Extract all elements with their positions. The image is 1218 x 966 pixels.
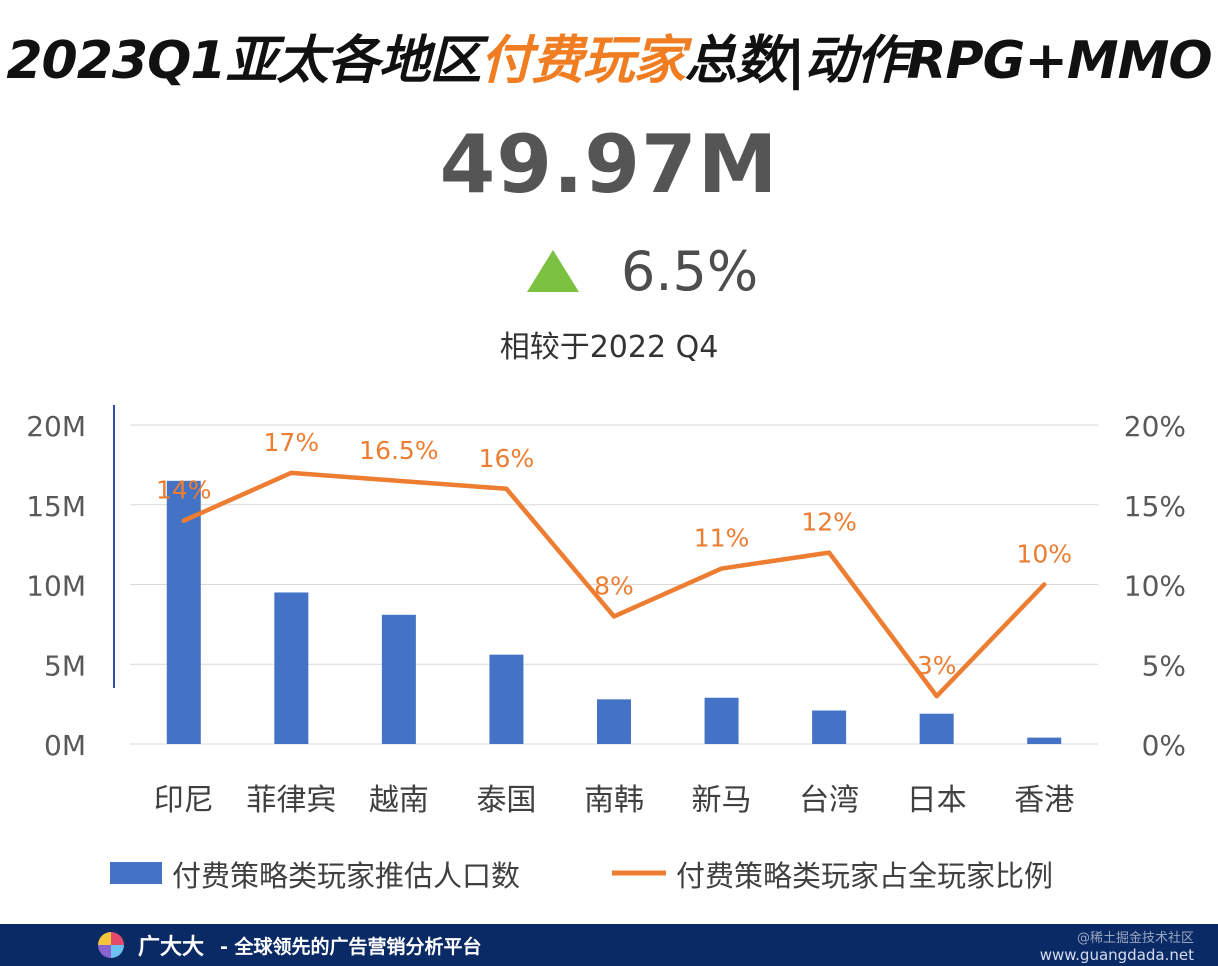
- x-tick-label: 越南: [369, 783, 429, 818]
- y-left-tick-label: 20M: [26, 410, 86, 443]
- kpi-compare-text: 相较于2022 Q4: [499, 330, 719, 365]
- legend-bar-swatch: [110, 862, 162, 884]
- pie-logo-icon: [98, 932, 124, 958]
- y-right-tick-label: 20%: [1124, 410, 1186, 443]
- line-point: [719, 566, 724, 571]
- line-data-label: 10%: [1016, 540, 1072, 569]
- title-part2: 总数|动作RPG+MMO: [684, 31, 1213, 91]
- line-data-label: 16.5%: [359, 436, 438, 465]
- combo-chart: 0M 5M 10M 15M 20M 0% 5% 10% 15% 20% 印尼 菲律宾 越南 泰国 南韩 新马 台…: [26, 405, 1186, 893]
- y-left-tick-label: 0M: [44, 729, 86, 762]
- x-tick-label: 泰国: [476, 783, 536, 818]
- footer-right: @稀土掘金技术社区 www.guangdada.net: [1040, 927, 1194, 964]
- footer-watermark: @稀土掘金技术社区: [1076, 931, 1194, 946]
- line-data-label: 12%: [801, 508, 857, 537]
- bar: [166, 480, 201, 744]
- bar: [597, 699, 631, 744]
- line-point: [181, 518, 186, 523]
- line-data-label: 16%: [479, 444, 535, 473]
- line-point: [612, 614, 616, 619]
- line-data-label: 11%: [694, 524, 750, 553]
- y-right-tick-label: 0%: [1142, 729, 1186, 762]
- y-right-tick-label: 15%: [1124, 490, 1186, 523]
- footer-brand: 广大大: [138, 935, 205, 960]
- x-tick-label: 台湾: [799, 783, 859, 818]
- y-right-tick-label: 10%: [1124, 570, 1186, 603]
- x-tick-label: 菲律宾: [246, 783, 336, 818]
- x-tick-label: 新马: [692, 783, 752, 818]
- x-tick-label: 日本: [907, 783, 967, 818]
- title-part1: 2023Q1亚太各地区: [6, 31, 481, 91]
- bar: [919, 713, 954, 744]
- bar: [274, 592, 309, 744]
- kpi-value: 49.97M: [439, 118, 779, 211]
- bar: [381, 614, 416, 744]
- y-left-tick-label: 15M: [26, 490, 86, 523]
- y-right-tick-label: 5%: [1142, 649, 1186, 682]
- line-point: [1042, 582, 1047, 587]
- line-point: [396, 478, 401, 483]
- legend-bar-label: 付费策略类玩家推估人口数: [172, 859, 520, 893]
- line-data-label: 17%: [264, 428, 320, 457]
- line-point: [504, 486, 509, 491]
- chart-title: 2023Q1亚太各地区付费玩家总数|动作RPG+MMO: [0, 18, 1218, 93]
- y-left-tick-label: 10M: [26, 570, 86, 603]
- line-data-label: 3%: [917, 651, 957, 680]
- line-point: [934, 694, 939, 699]
- y-left-tick-label: 5M: [44, 649, 86, 682]
- bar: [1027, 737, 1062, 744]
- kpi-change: 6.5%: [525, 236, 758, 306]
- line-point: [827, 550, 832, 555]
- bar: [489, 654, 524, 744]
- bar: [812, 710, 847, 744]
- title-highlight: 付费玩家: [480, 31, 686, 91]
- x-tick-label: 香港: [1014, 783, 1074, 818]
- x-tick-label: 南韩: [584, 783, 644, 818]
- footer-slogan: - 全球领先的广告营销分析平台: [220, 935, 482, 958]
- kpi-change-percent: 6.5%: [621, 239, 759, 303]
- footer-bar: 广大大 - 全球领先的广告营销分析平台 @稀土掘金技术社区 www.guangd…: [0, 924, 1218, 966]
- bar: [704, 697, 739, 744]
- footer-site-link[interactable]: www.guangdada.net: [1039, 946, 1194, 964]
- triangle-up-icon: [527, 250, 579, 292]
- x-tick-label: 印尼: [154, 783, 214, 818]
- legend-line-label: 付费策略类玩家占全玩家比例: [676, 859, 1053, 893]
- line-data-label: 8%: [594, 571, 634, 600]
- line-point: [289, 470, 294, 475]
- line-data-label: 14%: [156, 476, 212, 505]
